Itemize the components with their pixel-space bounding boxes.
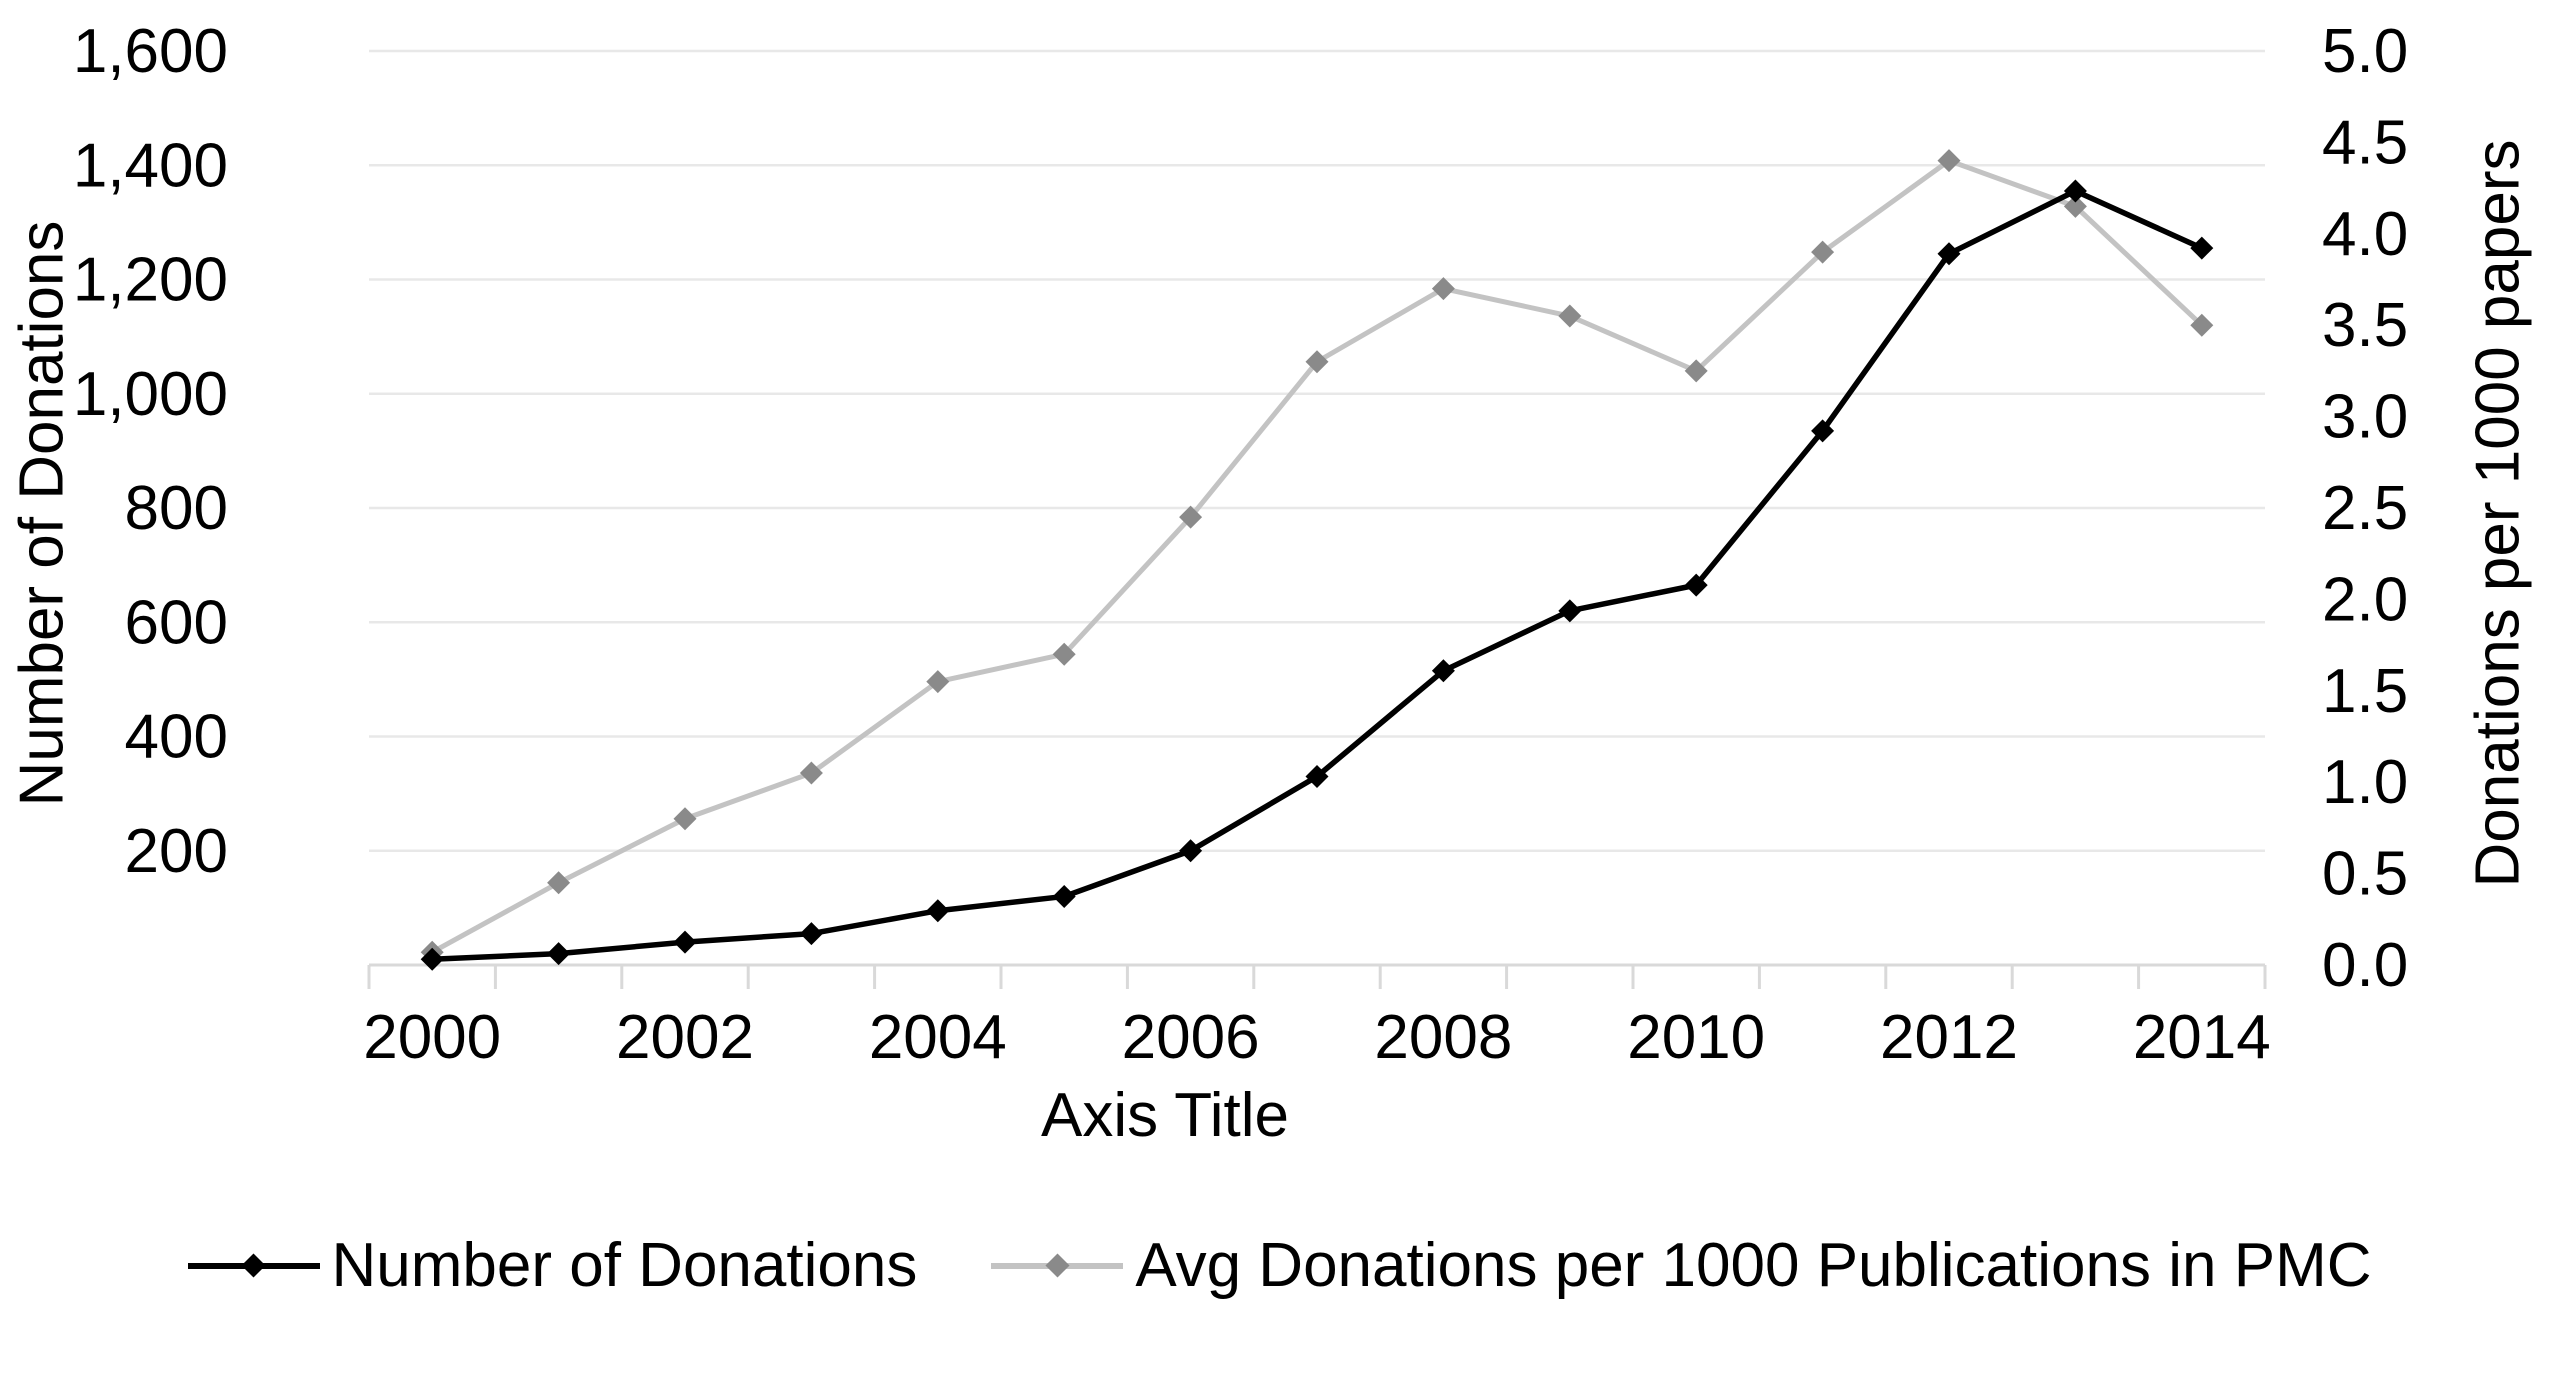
x-axis-tick-label: 2004 <box>869 1003 1007 1072</box>
right-axis-tick-label: 2.5 <box>2322 474 2408 543</box>
legend-marker-number-of-donations <box>187 1253 320 1279</box>
data-point-marker <box>1937 149 1961 173</box>
left-axis-tick-label: 1,200 <box>73 246 228 315</box>
legend-label: Avg Donations per 1000 Publications in P… <box>1135 1231 2372 1300</box>
left-axis-tick-label: 800 <box>125 474 228 543</box>
data-point-marker <box>799 761 823 785</box>
data-point-marker <box>1811 419 1835 443</box>
data-point-marker <box>673 807 697 831</box>
data-point-marker <box>1558 304 1582 328</box>
diamond-marker-icon <box>241 1253 266 1278</box>
left-axis-tick-label: 1,400 <box>73 131 228 200</box>
right-axis-tick-label: 0.0 <box>2322 931 2408 1000</box>
data-point-marker <box>2063 179 2087 203</box>
legend-item-number-of-donations: Number of Donations <box>187 1230 918 1301</box>
right-axis-tick-label: 2.0 <box>2322 565 2408 634</box>
data-point-marker <box>1684 359 1708 383</box>
data-point-marker <box>2190 236 2214 260</box>
data-point-marker <box>547 871 571 895</box>
data-point-marker <box>1052 642 1076 666</box>
right-axis-tick-label: 4.0 <box>2322 200 2408 269</box>
right-axis-title: Donations per 1000 papers <box>2463 139 2533 888</box>
right-axis-tick-label: 1.0 <box>2322 748 2408 817</box>
left-axis-title: Number of Donations <box>7 220 77 807</box>
left-axis-tick-label: 200 <box>125 817 228 886</box>
right-axis-tick-label: 0.5 <box>2322 840 2408 909</box>
data-point-marker <box>1558 599 1582 623</box>
data-point-marker <box>1937 242 1961 266</box>
x-axis-tick-label: 2014 <box>2133 1003 2271 1072</box>
x-axis-tick-label: 2006 <box>1122 1003 1260 1072</box>
data-point-marker <box>1431 277 1455 301</box>
x-axis-tick-label: 2000 <box>363 1003 501 1072</box>
diamond-marker-icon <box>1045 1253 1070 1278</box>
right-axis-tick-label: 4.5 <box>2322 108 2408 177</box>
legend-label: Number of Donations <box>331 1231 918 1300</box>
right-axis-tick-label: 3.5 <box>2322 291 2408 360</box>
right-axis-tick-label: 3.0 <box>2322 383 2408 452</box>
data-point-marker <box>547 942 571 966</box>
data-point-marker <box>926 899 950 923</box>
legend-marker-avg-donations <box>991 1253 1124 1279</box>
data-point-marker <box>2190 313 2214 337</box>
data-point-marker <box>1179 839 1203 863</box>
data-point-marker <box>673 930 697 954</box>
data-point-marker <box>1431 659 1455 683</box>
data-point-marker <box>420 947 444 971</box>
data-point-marker <box>1684 573 1708 597</box>
left-axis-tick-label: 1,600 <box>73 17 228 86</box>
x-axis-tick-label: 2008 <box>1374 1003 1512 1072</box>
data-point-marker <box>2063 194 2087 218</box>
data-point-marker <box>799 922 823 946</box>
data-point-marker <box>1811 240 1835 264</box>
data-point-marker <box>1305 350 1329 374</box>
data-point-marker <box>1179 505 1203 529</box>
left-axis-tick-label: 400 <box>125 703 228 772</box>
data-point-marker <box>1305 764 1329 788</box>
right-axis-tick-label: 1.5 <box>2322 657 2408 726</box>
left-axis-tick-label: 600 <box>125 588 228 657</box>
legend: Number of Donations Avg Donations per 10… <box>0 1230 2559 1301</box>
data-point-marker <box>1052 884 1076 908</box>
x-axis-tick-label: 2012 <box>1880 1003 2018 1072</box>
left-axis-tick-label: 1,000 <box>73 360 228 429</box>
right-axis-tick-label: 5.0 <box>2322 17 2408 86</box>
legend-item-avg-donations: Avg Donations per 1000 Publications in P… <box>991 1230 2371 1301</box>
x-axis-title: Axis Title <box>1040 1081 1290 1150</box>
data-point-marker <box>926 670 950 694</box>
x-axis-tick-label: 2010 <box>1627 1003 1765 1072</box>
x-axis-tick-label: 2002 <box>616 1003 754 1072</box>
series-line-donations <box>432 188 2203 963</box>
